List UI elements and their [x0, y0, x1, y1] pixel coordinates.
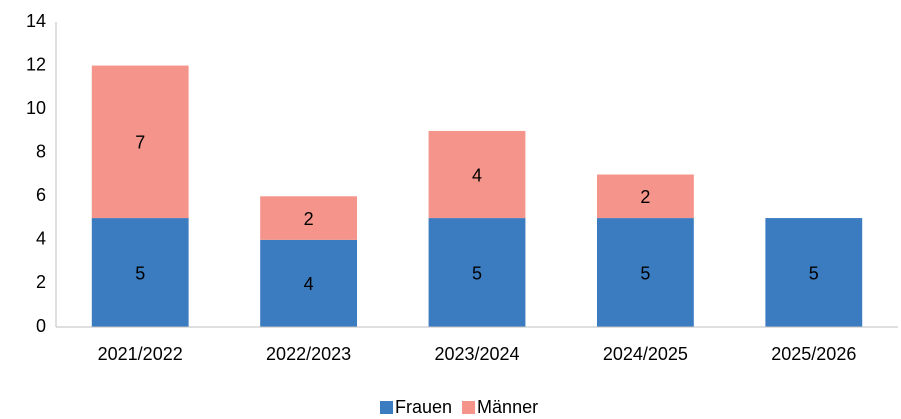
x-tick-label: 2022/2023: [266, 344, 351, 364]
x-tick-label: 2024/2025: [603, 344, 688, 364]
legend-swatch: [380, 401, 393, 414]
bar-segment: [765, 218, 863, 327]
data-label: 5: [809, 263, 819, 283]
x-tick-label: 2025/2026: [771, 344, 856, 364]
bar-segment: [428, 130, 526, 219]
bar-segment: [596, 174, 694, 219]
data-label: 4: [304, 274, 314, 294]
legend-swatch: [462, 401, 476, 414]
data-label: 2: [640, 187, 650, 207]
data-label: 2: [304, 209, 314, 229]
bar-segment: [260, 239, 358, 327]
legend-label: Männer: [477, 397, 538, 417]
legend-label: Frauen: [395, 397, 452, 417]
bar-segment: [596, 218, 694, 327]
x-tick-label: 2023/2024: [434, 344, 519, 364]
y-tick-label: 14: [26, 11, 46, 31]
x-tick-label: 2021/2022: [98, 344, 183, 364]
y-tick-label: 2: [36, 272, 46, 292]
y-tick-label: 10: [26, 98, 46, 118]
y-tick-label: 0: [36, 316, 46, 336]
y-tick-label: 4: [36, 229, 46, 249]
bar-segment: [260, 196, 358, 240]
bar-segment: [428, 218, 526, 327]
data-label: 7: [135, 133, 145, 153]
bar-segment: [91, 218, 189, 327]
data-label: 4: [472, 165, 482, 185]
data-label: 5: [472, 263, 482, 283]
y-tick-label: 6: [36, 185, 46, 205]
y-tick-label: 8: [36, 141, 46, 161]
data-label: 5: [640, 263, 650, 283]
y-tick-label: 12: [26, 54, 46, 74]
data-label: 5: [135, 263, 145, 283]
bar-segment: [91, 65, 189, 219]
